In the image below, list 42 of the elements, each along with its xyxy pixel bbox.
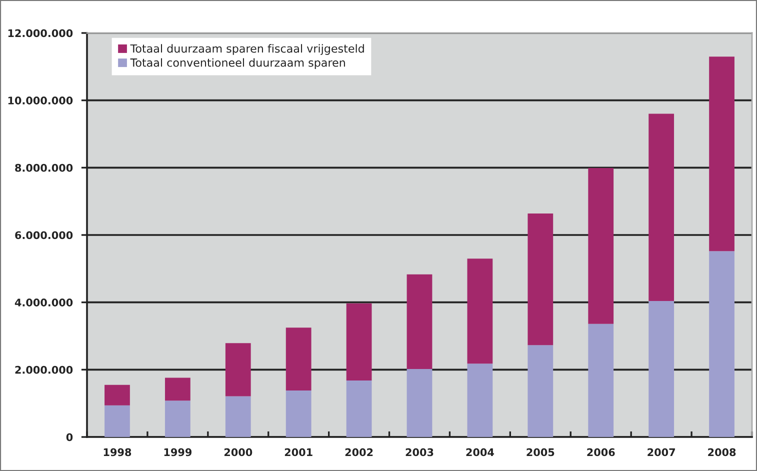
x-tick-label: 2006 (587, 448, 615, 456)
y-tick-label: 0 (66, 433, 73, 442)
bar (528, 213, 554, 346)
x-tick-label: 1999 (164, 448, 192, 456)
x-tick-label: 2008 (708, 448, 736, 456)
bar (286, 328, 312, 391)
bar (164, 400, 190, 437)
x-tick-label: 2007 (648, 448, 675, 456)
y-tick-label: 4.000.000 (14, 298, 73, 306)
x-tick-label: 2002 (345, 448, 373, 456)
bar (528, 345, 554, 437)
bar (286, 390, 312, 437)
x-tick-label: 2003 (406, 448, 434, 456)
bar (104, 405, 130, 437)
bar (467, 364, 493, 437)
bar (406, 368, 432, 437)
bar (709, 56, 734, 252)
x-tick-label: 1998 (104, 448, 132, 456)
x-tick-label: 2001 (284, 448, 312, 456)
bar (104, 384, 130, 406)
bar (588, 324, 614, 437)
bar (406, 274, 432, 369)
bar (467, 258, 493, 364)
bar (225, 343, 251, 396)
bar (648, 300, 674, 437)
y-tick-label: 2.000.000 (15, 366, 73, 374)
legend-label: Totaal conventioneel duurzaam sparen (130, 58, 345, 69)
bar (648, 114, 674, 301)
bar (709, 251, 734, 437)
bar (164, 378, 190, 401)
y-tick-label: 6.000.000 (15, 231, 73, 240)
x-tick-label: 2005 (526, 448, 554, 456)
bar (588, 168, 614, 324)
y-tick-label: 8.000.000 (15, 164, 73, 172)
legend-label: Totaal duurzaam sparen fiscaal vrijgesteld (130, 44, 364, 55)
bar (346, 380, 372, 437)
x-tick-label: 2000 (224, 448, 252, 456)
bar (225, 396, 251, 437)
bar (346, 303, 372, 380)
y-tick-label: 10.000.000 (8, 96, 73, 104)
x-tick-label: 2004 (466, 448, 494, 456)
y-tick-label: 12.000.000 (8, 29, 73, 38)
